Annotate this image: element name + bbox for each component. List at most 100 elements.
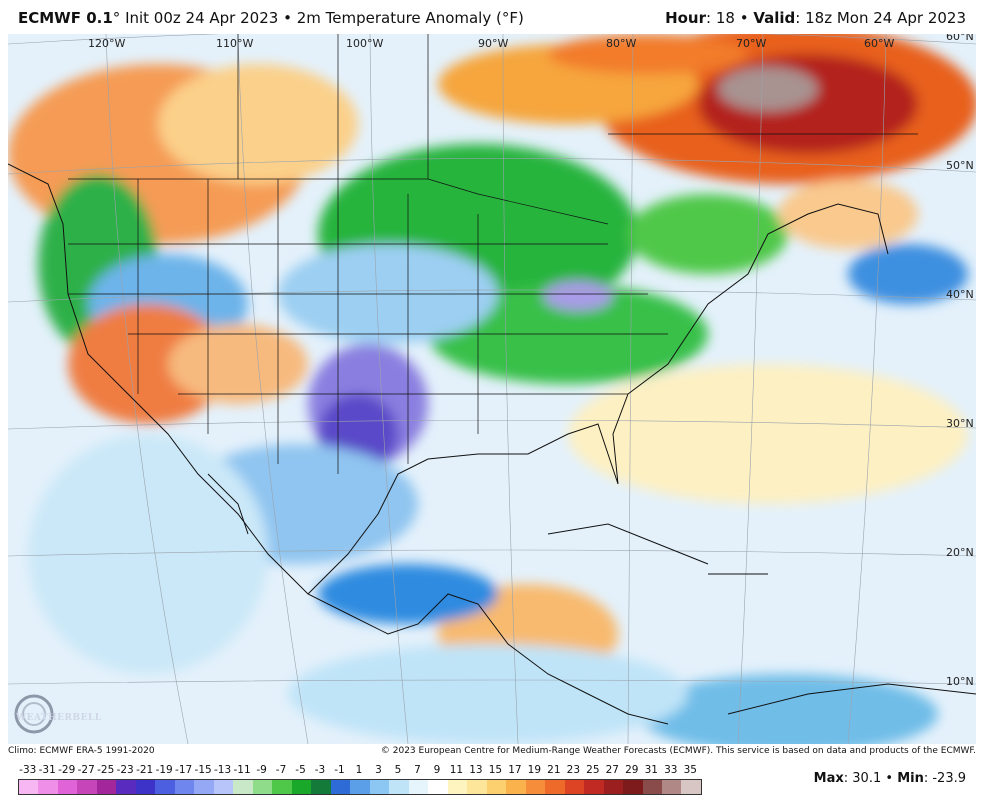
legend-swatch — [681, 780, 701, 794]
legend-swatch — [77, 780, 97, 794]
legend-swatch — [233, 780, 253, 794]
legend-tick-label: -27 — [77, 764, 95, 776]
lon-label: 100°W — [346, 37, 383, 50]
model-name: ECMWF 0.1 — [18, 9, 113, 27]
lat-label: 50°N — [946, 159, 974, 172]
legend-tick-label: -17 — [175, 764, 193, 776]
legend-swatch — [428, 780, 448, 794]
longitude-labels: 120°W 110°W 100°W 90°W 80°W 70°W 60°W — [88, 37, 894, 50]
valid-time-info: Hour: 18 • Valid: 18z Mon 24 Apr 2023 — [665, 9, 966, 27]
title-separator: • — [283, 9, 292, 27]
legend-tick-label: 9 — [433, 764, 441, 776]
copyright-note: © 2023 European Centre for Medium-Range … — [380, 746, 976, 756]
legend-swatch — [135, 780, 156, 794]
legend-swatch — [350, 780, 370, 794]
min-label: Min — [897, 771, 924, 786]
legend-swatch — [447, 780, 468, 794]
legend-tick-label: 31 — [644, 764, 658, 776]
legend-swatch — [252, 780, 273, 794]
legend-swatch — [564, 780, 585, 794]
color-legend: -33 -31 -29 -27 -25 -23 -21 -19 -17 -15 -13 -11 -9 -7… — [18, 764, 708, 804]
legend-swatch — [545, 780, 565, 794]
legend-tick-label: 35 — [683, 764, 697, 776]
lon-label: 110°W — [216, 37, 253, 50]
legend-swatch — [311, 780, 331, 794]
legend-swatch — [272, 780, 292, 794]
header: ECMWF 0.1° Init 00z 24 Apr 2023 • 2m Tem… — [0, 0, 984, 34]
min-value: -23.9 — [932, 771, 966, 786]
legend-tick-label: 19 — [527, 764, 542, 776]
valid-value: 18z Mon 24 Apr 2023 — [805, 9, 966, 27]
legend-tick-label: 27 — [605, 764, 619, 776]
title-separator-2: • — [739, 9, 749, 27]
legend-tick-label: 23 — [566, 764, 581, 776]
coastlines — [8, 163, 976, 725]
legend-tick-label: 13 — [469, 764, 483, 776]
legend-swatch — [369, 780, 390, 794]
legend-tick-label: 7 — [414, 764, 421, 776]
legend-swatch — [603, 780, 624, 794]
legend-tick-label: 3 — [375, 764, 382, 776]
legend-tick-label: -33 — [19, 764, 37, 776]
weatherbell-logo — [12, 692, 102, 736]
field-name: 2m Temperature Anomaly (°F) — [296, 9, 524, 27]
legend-tick-label: 33 — [664, 764, 678, 776]
anomaly-map: 120°W 110°W 100°W 90°W 80°W 70°W 60°W 60… — [8, 34, 976, 744]
legend-swatch — [116, 780, 136, 794]
climo-note: Climo: ECMWF ERA-5 1991-2020 — [8, 746, 155, 756]
legend-tick-label: 5 — [394, 764, 402, 776]
legend-swatch — [408, 780, 429, 794]
legend-tick-label: -29 — [58, 764, 76, 776]
lon-label: 80°W — [606, 37, 636, 50]
lon-label: 60°W — [864, 37, 894, 50]
lat-label: 20°N — [946, 546, 974, 559]
max-value: 30.1 — [852, 771, 882, 786]
stats-separator: • — [885, 771, 894, 786]
max-min-stats: Max: 30.1 • Min: -23.9 — [813, 771, 966, 786]
legend-swatches — [18, 779, 702, 795]
legend-swatch — [57, 780, 78, 794]
legend-tick-label: -25 — [97, 764, 115, 776]
legend-tick-label: 1 — [355, 764, 363, 776]
init-time: Init 00z 24 Apr 2023 — [125, 9, 279, 27]
legend-swatch — [486, 780, 507, 794]
legend-tick-label: -11 — [233, 764, 251, 776]
legend-swatch — [19, 780, 39, 794]
legend-tick-label: -31 — [38, 764, 56, 776]
logo-swirl-icon — [14, 694, 54, 734]
legend-tick-label: 21 — [547, 764, 561, 776]
legend-tick-label: 29 — [625, 764, 639, 776]
legend-tick-label: -23 — [116, 764, 134, 776]
legend-swatch — [330, 780, 351, 794]
hour-label: Hour — [665, 9, 707, 27]
legend-tick-label: 25 — [586, 764, 600, 776]
logo-text: WEATHERBELL — [16, 713, 102, 723]
map-title: ECMWF 0.1° Init 00z 24 Apr 2023 • 2m Tem… — [18, 9, 524, 27]
lat-label: 40°N — [946, 288, 974, 301]
legend-tick-label: -19 — [155, 764, 173, 776]
legend-swatch — [661, 780, 682, 794]
lat-label: 10°N — [946, 675, 974, 688]
hour-value: 18 — [715, 9, 735, 27]
legend-swatch — [525, 780, 546, 794]
legend-tick-label: 15 — [488, 764, 503, 776]
legend-swatch — [467, 780, 487, 794]
legend-tick-label: -7 — [275, 764, 287, 776]
legend-tick-label: -3 — [314, 764, 326, 776]
max-label: Max — [813, 771, 844, 786]
legend-tick-label: -21 — [136, 764, 154, 776]
legend-tick-label: -15 — [194, 764, 212, 776]
legend-tick-label: -1 — [334, 764, 345, 776]
legend-tick-label: -13 — [214, 764, 232, 776]
anomaly-field — [8, 34, 976, 744]
legend-swatch — [213, 780, 234, 794]
legend-tick-label: -9 — [256, 764, 267, 776]
degree-symbol: ° — [112, 9, 121, 27]
political-borders — [68, 34, 918, 474]
map-canvas: 120°W 110°W 100°W 90°W 80°W 70°W 60°W 60… — [8, 34, 976, 744]
legend-swatch — [194, 780, 214, 794]
legend-swatch — [584, 780, 604, 794]
legend-swatch — [96, 780, 117, 794]
legend-swatch — [389, 780, 409, 794]
lon-label: 120°W — [88, 37, 125, 50]
